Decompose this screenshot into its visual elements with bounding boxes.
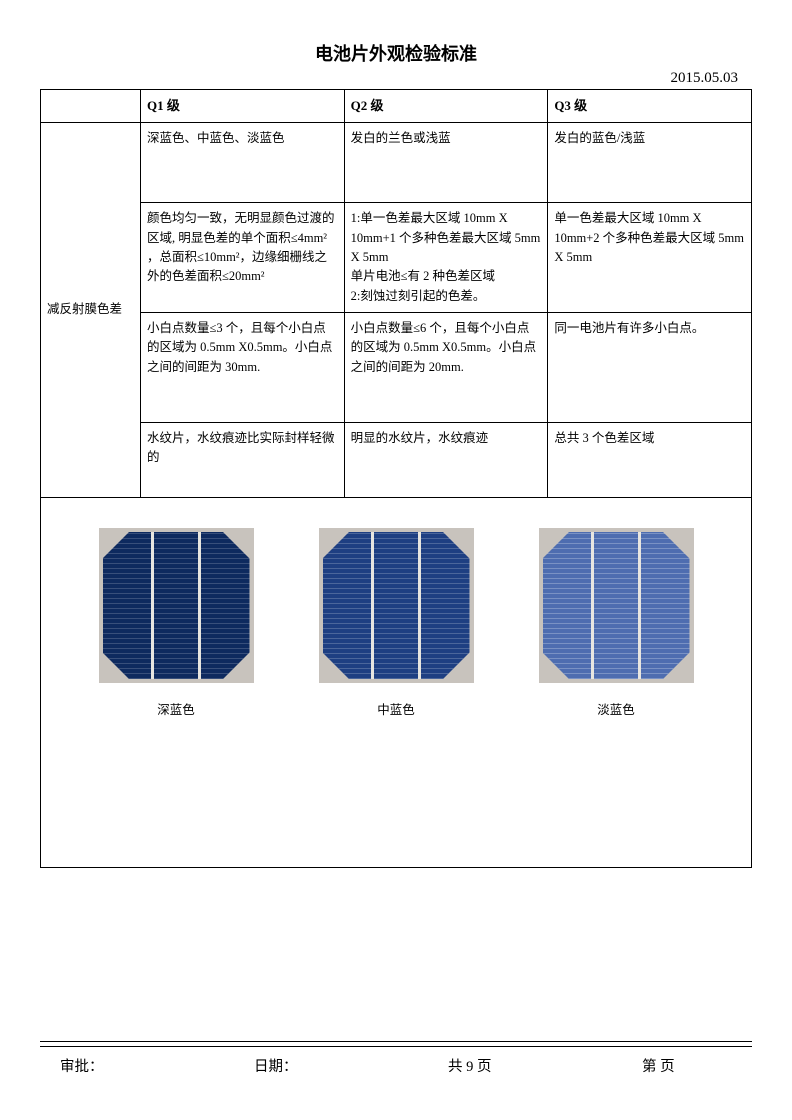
images-row: 深蓝色 中蓝色 bbox=[41, 498, 752, 868]
cell-r2-q1: 小白点数量≤3 个，且每个小白点的区域为 0.5mm X0.5mm。小白点之间的… bbox=[141, 313, 345, 423]
sample-light-blue: 淡蓝色 bbox=[539, 528, 694, 720]
header-blank bbox=[41, 90, 141, 123]
cell-r1-q2: 1:单一色差最大区域 10mm X 10mm+1 个多种色差最大区域 5mm X… bbox=[344, 203, 548, 313]
page-footer: 审批： 日期： 共 9 页 第 页 bbox=[40, 1041, 752, 1076]
footer-pages: 共 9 页 bbox=[448, 1055, 548, 1076]
doc-title: 电池片外观检验标准 bbox=[40, 40, 752, 66]
doc-date: 2015.05.03 bbox=[40, 70, 738, 87]
category-label: 减反射膜色差 bbox=[41, 123, 141, 498]
footer-pagenum: 第 页 bbox=[642, 1055, 742, 1076]
caption-light: 淡蓝色 bbox=[539, 701, 694, 720]
cell-r3-q2: 明显的水纹片，水纹痕迹 bbox=[344, 423, 548, 498]
header-q2: Q2 级 bbox=[344, 90, 548, 123]
cell-r2-q3: 同一电池片有许多小白点。 bbox=[548, 313, 752, 423]
cell-r0-q3: 发白的蓝色/浅蓝 bbox=[548, 123, 752, 203]
cell-r2-q2: 小白点数量≤6 个，且每个小白点的区域为 0.5mm X0.5mm。小白点之间的… bbox=[344, 313, 548, 423]
caption-dark: 深蓝色 bbox=[99, 701, 254, 720]
standards-table: Q1 级 Q2 级 Q3 级 减反射膜色差 深蓝色、中蓝色、淡蓝色 发白的兰色或… bbox=[40, 89, 752, 868]
header-q1: Q1 级 bbox=[141, 90, 345, 123]
cell-r0-q1: 深蓝色、中蓝色、淡蓝色 bbox=[141, 123, 345, 203]
cell-r3-q1: 水纹片，水纹痕迹比实际封样轻微的 bbox=[141, 423, 345, 498]
sample-mid-blue: 中蓝色 bbox=[319, 528, 474, 720]
sample-dark-blue: 深蓝色 bbox=[99, 528, 254, 720]
cell-r1-q3: 单一色差最大区域 10mm X 10mm+2 个多种色差最大区域 5mm X 5… bbox=[548, 203, 752, 313]
header-q3: Q3 级 bbox=[548, 90, 752, 123]
footer-approve: 审批： bbox=[60, 1055, 160, 1076]
cell-r3-q3: 总共 3 个色差区域 bbox=[548, 423, 752, 498]
cell-r1-q1: 颜色均匀一致，无明显颜色过渡的区域, 明显色差的单个面积≤4mm² ，总面积≤1… bbox=[141, 203, 345, 313]
caption-mid: 中蓝色 bbox=[319, 701, 474, 720]
cell-r0-q2: 发白的兰色或浅蓝 bbox=[344, 123, 548, 203]
footer-date: 日期： bbox=[254, 1055, 354, 1076]
